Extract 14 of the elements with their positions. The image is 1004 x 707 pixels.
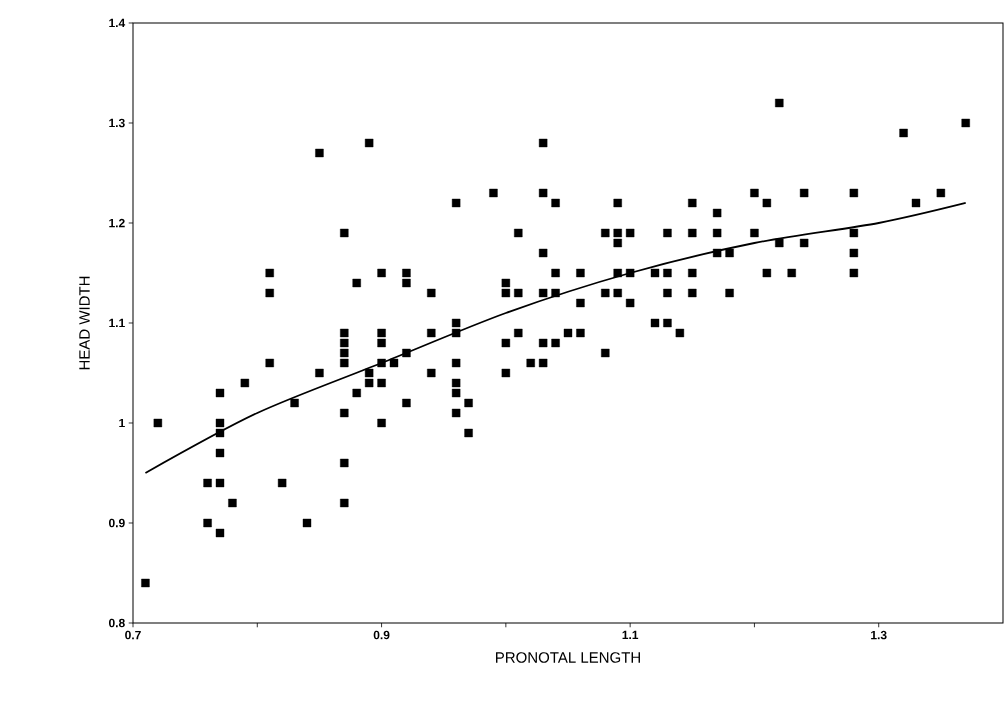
y-axis-title: HEAD WIDTH: [79, 276, 90, 370]
y-tick-label: 1.4: [109, 18, 126, 28]
x-tick-label: 0.7: [125, 630, 141, 640]
x-tick-label: 1.1: [622, 630, 639, 640]
y-tick-label: 1.3: [109, 118, 125, 128]
x-tick-label: 1.3: [871, 630, 887, 640]
y-tick-label: 1.2: [109, 218, 125, 228]
x-tick-label: 0.9: [373, 630, 390, 640]
x-axis-title: PRONOTAL LENGTH: [496, 652, 640, 663]
line-series: [144, 202, 967, 474]
y-tick-label: 1.1: [109, 318, 125, 328]
y-tick-label: 0.8: [108, 618, 125, 628]
y-tick-label: 1: [119, 418, 125, 428]
y-tick-label: 0.9: [108, 518, 125, 528]
